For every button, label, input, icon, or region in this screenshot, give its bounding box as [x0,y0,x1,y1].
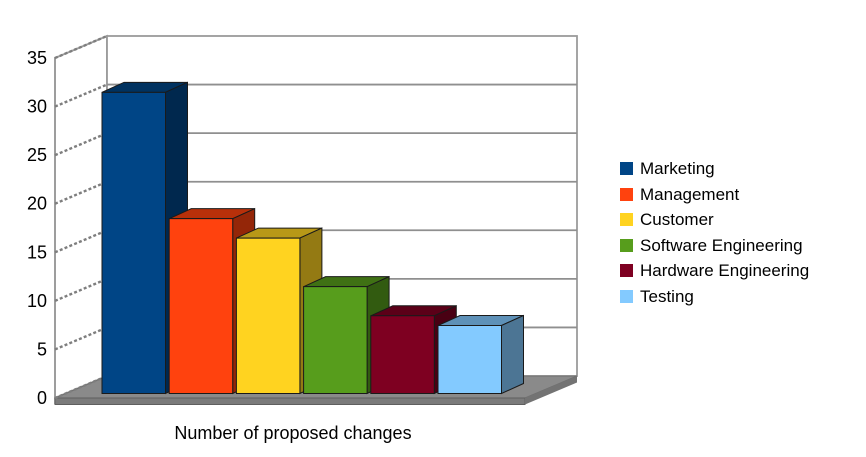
bar-front-face [235,237,301,394]
legend: Marketing Management Customer Software Engi… [620,156,809,309]
legend-item-management: Management [620,182,809,208]
legend-item-software-engineering: Software Engineering [620,233,809,259]
legend-item-customer: Customer [620,207,809,233]
legend-swatch [620,187,633,201]
wall-grid-line [54,229,108,254]
y-axis-tick-label: 30 [27,97,47,117]
y-axis-tick-label: 25 [27,145,47,165]
legend-item-testing: Testing [620,284,809,310]
wall-grid-line [54,34,108,60]
bar-front-face [168,218,234,394]
floor-right-face [525,376,577,405]
y-axis-tick-label: 20 [27,194,47,214]
bar-front-face [101,91,166,394]
legend-item-label: Software Engineering [640,235,803,255]
legend-item-label: Testing [640,286,694,306]
bar-front-face [437,325,502,394]
wall-grid-line [54,180,108,205]
legend-item-label: Hardware Engineering [640,261,810,281]
wall-grid-line [54,132,108,157]
legend-item-label: Customer [640,210,714,230]
bar-side-face [501,314,524,395]
y-axis-tick-label: 10 [27,291,47,311]
bar-front-face [303,286,368,394]
legend-swatch [620,213,633,227]
legend-item-hardware-engineering: Hardware Engineering [620,258,809,284]
y-axis-tick-label: 5 [37,339,47,359]
bar-testing [437,314,524,395]
wall-grid-line [54,277,108,302]
y-axis-tick-label: 0 [37,388,47,408]
x-axis-title: Number of proposed changes [174,423,412,443]
y-axis-tick-label: 15 [27,242,47,262]
wall-grid-line [54,83,108,108]
legend-item-label: Management [640,184,740,204]
legend-item-label: Marketing [640,159,715,179]
legend-item-marketing: Marketing [620,156,809,182]
legend-swatch [620,162,633,176]
floor-front-face [54,397,526,405]
legend-swatch [620,238,633,252]
y-axis-tick-label: 35 [27,48,47,68]
left-wall [54,34,108,400]
wall-grid-line [54,326,108,351]
legend-swatch [620,264,633,278]
legend-swatch [620,289,633,303]
bar-front-face [370,315,435,394]
wall-grid-line [54,374,108,400]
